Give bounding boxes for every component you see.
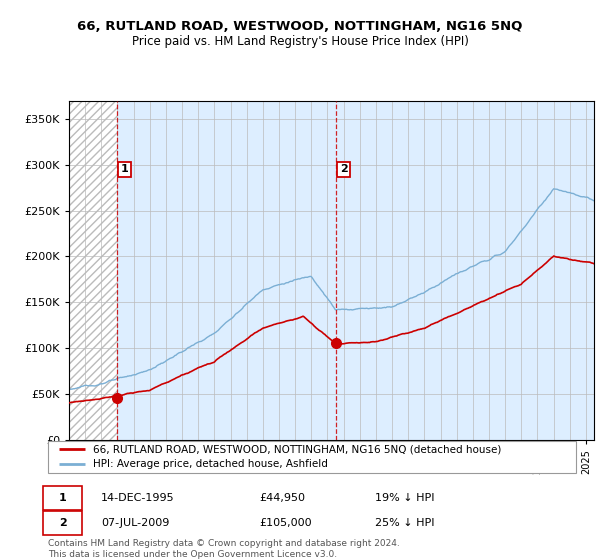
Text: Contains HM Land Registry data © Crown copyright and database right 2024.
This d: Contains HM Land Registry data © Crown c… — [48, 539, 400, 559]
Text: 2: 2 — [340, 165, 347, 175]
Text: HPI: Average price, detached house, Ashfield: HPI: Average price, detached house, Ashf… — [93, 459, 328, 469]
Text: 07-JUL-2009: 07-JUL-2009 — [101, 518, 169, 528]
Text: £105,000: £105,000 — [259, 518, 312, 528]
Text: 66, RUTLAND ROAD, WESTWOOD, NOTTINGHAM, NG16 5NQ (detached house): 66, RUTLAND ROAD, WESTWOOD, NOTTINGHAM, … — [93, 445, 501, 455]
Text: 1: 1 — [59, 493, 67, 503]
Text: Price paid vs. HM Land Registry's House Price Index (HPI): Price paid vs. HM Land Registry's House … — [131, 35, 469, 48]
Text: 2: 2 — [59, 518, 67, 528]
Text: 1: 1 — [121, 165, 128, 175]
Text: 14-DEC-1995: 14-DEC-1995 — [101, 493, 175, 503]
FancyBboxPatch shape — [43, 486, 82, 511]
Text: 25% ↓ HPI: 25% ↓ HPI — [376, 518, 435, 528]
Text: £44,950: £44,950 — [259, 493, 305, 503]
Bar — [69, 101, 117, 440]
FancyBboxPatch shape — [43, 511, 82, 535]
Text: 19% ↓ HPI: 19% ↓ HPI — [376, 493, 435, 503]
Text: 66, RUTLAND ROAD, WESTWOOD, NOTTINGHAM, NG16 5NQ: 66, RUTLAND ROAD, WESTWOOD, NOTTINGHAM, … — [77, 20, 523, 32]
